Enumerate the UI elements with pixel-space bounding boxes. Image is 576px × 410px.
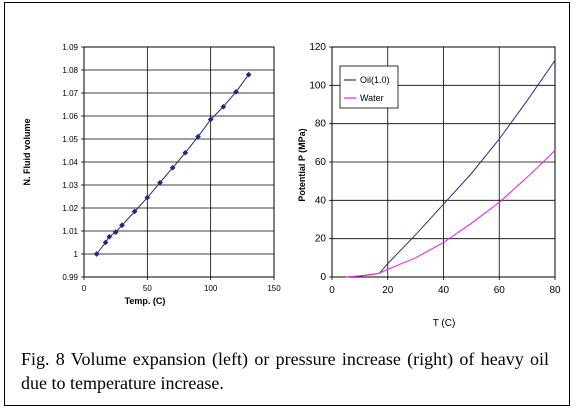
right-grid: [329, 46, 556, 280]
data-point: [220, 103, 227, 110]
y-tick-label: 80: [315, 119, 327, 130]
y-tick-label: 0: [320, 272, 326, 283]
y-tick-label: 1.02: [62, 204, 78, 213]
right-legend: Oil(1.0) Water: [339, 65, 399, 109]
x-tick-label: 80: [549, 285, 561, 296]
x-tick-label: 20: [382, 285, 394, 296]
x-tick-label: 0: [82, 284, 87, 293]
data-point: [157, 179, 163, 186]
y-tick-label: 1.09: [62, 43, 78, 52]
right-tick-labels: 0 20 40 60 80 100 120 0 20 40 60 80: [309, 42, 561, 296]
y-tick-label: 0.99: [62, 273, 78, 282]
data-point: [93, 251, 100, 257]
data-point: [144, 194, 151, 201]
left-x-axis-label: Temp. (C): [125, 296, 166, 306]
left-y-axis-label: N. Fluid volume: [22, 118, 32, 185]
data-point: [169, 164, 176, 171]
right-y-axis-label: Potential P (MPa): [297, 128, 307, 201]
left-series: [93, 71, 252, 257]
y-tick-label: 1.08: [62, 66, 78, 75]
y-tick-label: 40: [315, 195, 327, 206]
legend-label: Oil(1.0): [360, 75, 390, 85]
data-point: [119, 222, 125, 229]
legend-label: Water: [360, 93, 384, 103]
data-point: [106, 233, 113, 240]
x-tick-label: 100: [204, 284, 218, 293]
y-tick-label: 1: [74, 250, 79, 259]
data-point: [112, 229, 119, 236]
y-tick-label: 20: [315, 234, 327, 245]
x-tick-label: 50: [143, 284, 152, 293]
right-series: [345, 60, 556, 278]
figure-frame: [4, 2, 570, 406]
x-tick-label: 60: [494, 285, 506, 296]
data-point: [245, 71, 252, 78]
left-tick-labels: 0.99 1 1.01 1.02 1.03 1.04 1.05 1.06 1.07 1.08 1.0…: [62, 43, 281, 293]
right-x-axis-label: T (C): [433, 318, 456, 329]
y-tick-label: 120: [309, 42, 326, 53]
x-tick-label: 150: [267, 284, 281, 293]
data-point: [102, 239, 109, 246]
y-tick-label: 1.04: [62, 158, 78, 167]
data-point: [207, 116, 214, 123]
left-grid: [81, 46, 275, 280]
x-tick-label: 40: [438, 285, 450, 296]
y-tick-label: 1.03: [62, 181, 78, 190]
y-tick-label: 1.06: [62, 112, 78, 121]
data-point: [131, 208, 138, 215]
y-tick-label: 1.01: [62, 227, 78, 236]
data-point: [182, 149, 189, 156]
y-tick-label: 100: [309, 80, 326, 91]
data-point: [233, 88, 239, 95]
legend-box: [339, 65, 399, 109]
y-tick-label: 1.05: [62, 135, 78, 144]
series-line-water: [345, 150, 556, 278]
y-tick-label: 1.07: [62, 89, 78, 98]
y-tick-label: 60: [315, 157, 327, 168]
figure-caption: Fig. 8 Volume expansion (left) or pressu…: [21, 349, 549, 393]
data-point: [195, 133, 201, 140]
x-tick-label: 0: [329, 285, 335, 296]
